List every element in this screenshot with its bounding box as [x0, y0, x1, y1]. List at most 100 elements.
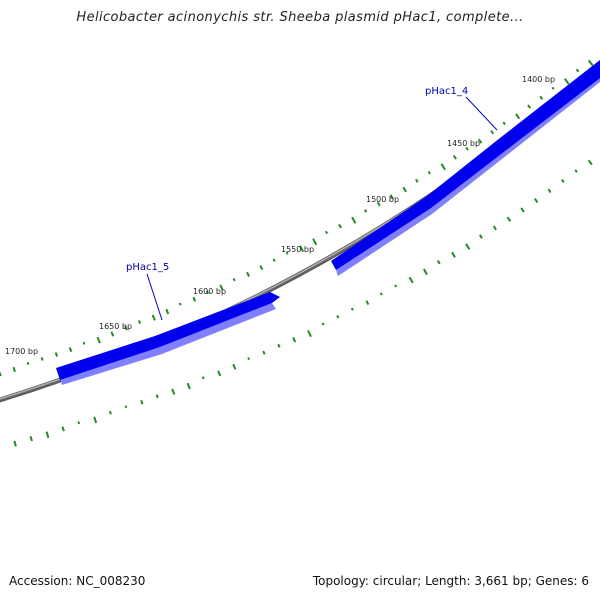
- inner-gc-tick-33: [506, 216, 512, 222]
- outer-gc-tick-22: [299, 245, 304, 253]
- inner-gc-tick-30: [465, 243, 471, 250]
- inner-gc-tick-29: [451, 251, 456, 258]
- inner-gc-tick-11: [186, 382, 191, 390]
- inner-gc-tick-23: [365, 300, 370, 306]
- gene-phac1-4-body: [331, 60, 600, 270]
- outer-gc-tick-9: [124, 325, 128, 331]
- tick-label-1700: 1700 bp: [5, 347, 38, 356]
- inner-gc-tick-36: [547, 188, 552, 194]
- outer-gc-tick-3: [40, 357, 44, 361]
- gene-label-phac1-5: pHac1_5: [126, 262, 169, 273]
- tick-label-1500: 1500 bp: [366, 195, 399, 204]
- inner-gc-tick-38: [574, 169, 578, 173]
- inner-gc-tick-12: [201, 376, 205, 380]
- tick-label-1400: 1400 bp: [522, 75, 555, 84]
- outer-gc-tick-0: [0, 371, 2, 377]
- inner-gc-ticks: [13, 159, 593, 447]
- outer-gc-tick-13: [178, 302, 182, 306]
- outer-gc-tick-43: [563, 78, 570, 85]
- inner-gc-tick-16: [262, 350, 266, 355]
- outer-gc-tick-2: [26, 361, 30, 366]
- inner-gc-tick-27: [422, 268, 428, 276]
- outer-gc-tick-20: [272, 258, 276, 262]
- outer-gc-ticks: [0, 59, 594, 377]
- outer-gc-tick-42: [551, 86, 555, 90]
- outer-gc-tick-15: [205, 290, 210, 295]
- gene-label-phac1-4: pHac1_4: [425, 86, 468, 97]
- inner-gc-tick-39: [587, 159, 593, 166]
- outer-gc-tick-34: [452, 155, 457, 160]
- outer-gc-tick-30: [402, 186, 407, 193]
- outer-gc-tick-8: [110, 331, 115, 337]
- outer-gc-tick-19: [259, 265, 264, 271]
- inner-gc-tick-4: [77, 421, 81, 425]
- outer-gc-tick-14: [192, 296, 197, 302]
- outer-gc-tick-4: [54, 352, 59, 357]
- inner-gc-tick-18: [292, 336, 297, 343]
- outer-gc-tick-10: [137, 320, 142, 324]
- outer-gc-tick-41: [539, 95, 544, 100]
- inner-gc-tick-22: [350, 307, 354, 311]
- inner-gc-tick-35: [533, 198, 539, 203]
- outer-gc-tick-37: [490, 130, 495, 135]
- gene-phac1-5[interactable]: [56, 292, 280, 385]
- outer-gc-tick-16: [219, 284, 224, 291]
- inner-gc-tick-5: [93, 416, 98, 424]
- inner-gc-tick-3: [61, 426, 65, 432]
- inner-gc-tick-9: [155, 394, 159, 399]
- tick-label-1450: 1450 bp: [447, 139, 480, 148]
- outer-gc-tick-45: [587, 59, 594, 67]
- outer-gc-tick-12: [165, 308, 170, 315]
- inner-gc-tick-19: [307, 330, 312, 338]
- tick-label-1650: 1650 bp: [99, 322, 132, 331]
- outer-gc-tick-36: [477, 138, 483, 144]
- outer-gc-tick-29: [389, 194, 394, 200]
- inner-gc-tick-1: [29, 436, 33, 442]
- inner-gc-tick-32: [492, 225, 497, 231]
- tick-label-1600: 1600 bp: [193, 287, 226, 296]
- tick-label-1550: 1550 bp: [281, 245, 314, 254]
- inner-gc-tick-15: [247, 357, 251, 360]
- gene-phac1-4-shadow: [336, 72, 600, 276]
- outer-gc-tick-35: [465, 146, 469, 151]
- inner-gc-tick-26: [408, 276, 414, 284]
- inner-gc-tick-17: [277, 343, 281, 348]
- outer-gc-tick-6: [82, 341, 86, 345]
- inner-gc-tick-25: [394, 284, 398, 288]
- outer-gc-tick-1: [12, 366, 16, 373]
- outer-gc-tick-26: [351, 216, 357, 224]
- inner-gc-tick-0: [13, 440, 17, 447]
- inner-gc-tick-10: [171, 388, 176, 395]
- outer-gc-tick-33: [440, 163, 446, 171]
- backbone-arc-highlight: [0, 66, 600, 400]
- gene-phac1-5-body: [56, 292, 280, 380]
- inner-gc-tick-31: [478, 234, 483, 239]
- outer-gc-tick-39: [515, 113, 521, 120]
- outer-gc-tick-38: [502, 121, 506, 126]
- inner-gc-tick-37: [560, 179, 565, 183]
- outer-gc-tick-21: [285, 251, 289, 255]
- accession-label: Accession: NC_008230: [9, 574, 146, 588]
- inner-gc-tick-21: [336, 315, 340, 319]
- inner-gc-tick-24: [379, 292, 383, 296]
- outer-gc-tick-17: [232, 277, 236, 282]
- outer-gc-tick-25: [338, 223, 342, 229]
- inner-gc-tick-2: [45, 431, 50, 439]
- outer-gc-tick-7: [96, 336, 101, 344]
- backbone-arc: [0, 65, 600, 403]
- outer-gc-tick-24: [325, 230, 329, 235]
- outer-gc-tick-28: [376, 201, 381, 207]
- topology-summary: Topology: circular; Length: 3,661 bp; Ge…: [312, 574, 589, 588]
- gene-phac1-5-shadow: [60, 303, 276, 385]
- label-line-phac1-4: [465, 96, 498, 131]
- outer-gc-tick-40: [527, 104, 532, 109]
- inner-gc-tick-20: [321, 322, 325, 326]
- outer-gc-tick-27: [363, 209, 368, 213]
- gene-phac1-4[interactable]: [331, 60, 600, 276]
- inner-gc-tick-34: [520, 207, 525, 213]
- label-line-phac1-5: [146, 273, 163, 321]
- inner-gc-tick-14: [232, 363, 237, 370]
- inner-gc-tick-6: [108, 410, 112, 415]
- inner-gc-tick-28: [436, 259, 441, 265]
